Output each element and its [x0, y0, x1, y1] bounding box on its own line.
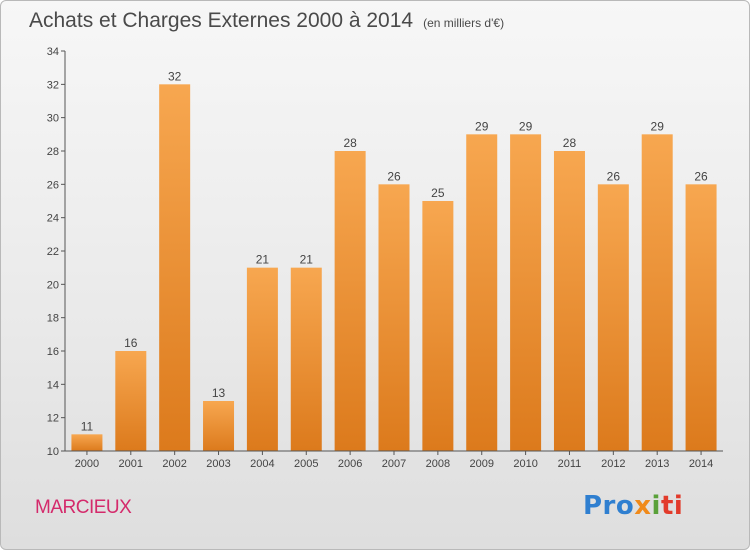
x-tick-label: 2014	[689, 458, 713, 470]
x-tick-label: 2007	[382, 458, 406, 470]
bar	[466, 134, 498, 452]
y-tick-label: 34	[47, 46, 59, 58]
y-tick-label: 12	[47, 413, 59, 425]
y-tick-label: 20	[47, 279, 59, 291]
data-label: 21	[256, 253, 270, 267]
bar	[203, 401, 235, 451]
x-tick-label: 2001	[119, 458, 143, 470]
bar	[334, 151, 366, 451]
data-label: 13	[212, 386, 226, 400]
data-label: 32	[168, 69, 182, 83]
axes-group: 10 12 14 16 18 20 22 24 26 28 30 32 34 2000 2001 2002 20…	[47, 46, 723, 470]
x-tick-label: 2011	[558, 458, 582, 470]
data-label: 29	[651, 119, 665, 133]
y-tick-label: 30	[47, 113, 59, 125]
y-tick-label: 32	[47, 79, 59, 91]
x-tick-label: 2010	[513, 458, 537, 470]
y-tick-label: 24	[47, 213, 59, 225]
bar	[159, 84, 191, 451]
bar	[553, 151, 585, 451]
data-label: 26	[694, 169, 708, 183]
x-tick-label: 2003	[206, 458, 230, 470]
data-label: 26	[387, 169, 401, 183]
bar	[510, 134, 542, 452]
data-label: 29	[475, 119, 489, 133]
data-label: 16	[124, 336, 138, 350]
chart-title-text: Achats et Charges Externes 2000 à 2014	[29, 9, 414, 32]
data-label: 28	[563, 136, 577, 150]
data-label: 11	[81, 419, 94, 433]
bar	[641, 134, 673, 452]
x-tick-label: 2012	[601, 458, 625, 470]
chart-subtitle: (en milliers d'€)	[423, 16, 505, 30]
x-tick-label: 2004	[250, 458, 274, 470]
x-tick-label: 2008	[426, 458, 450, 470]
bar	[378, 184, 410, 452]
y-tick-label: 22	[47, 246, 59, 258]
logo-part-1: Pro	[583, 491, 635, 521]
x-tick-label: 2000	[75, 458, 99, 470]
y-tick-label: 26	[47, 179, 59, 191]
bar	[246, 267, 278, 451]
bar	[115, 351, 147, 451]
data-label: 26	[607, 169, 621, 183]
x-tick-label: 2009	[469, 458, 493, 470]
x-tick-label: 2002	[162, 458, 186, 470]
bar	[422, 201, 454, 451]
data-label: 28	[343, 136, 357, 150]
y-tick-label: 28	[47, 146, 59, 158]
y-tick-label: 18	[47, 313, 59, 325]
logo-part-2: x	[634, 491, 652, 521]
x-tick-label: 2013	[645, 458, 669, 470]
bars-group: 11 16 32 13 21 21 28 26 25 29 29 28 26 29 26	[71, 69, 717, 452]
data-label: 25	[431, 186, 445, 200]
bar	[71, 434, 103, 451]
logo-part-3: i	[651, 491, 661, 521]
logo-part-4: ti	[660, 491, 684, 521]
proxiti-logo: Proxiti	[583, 491, 683, 521]
y-tick-label: 14	[47, 379, 59, 391]
y-tick-label: 16	[47, 346, 59, 358]
y-tick-label: 10	[47, 446, 59, 458]
bar	[597, 184, 629, 452]
chart-title: Achats et Charges Externes 2000 à 2014 (e…	[29, 9, 504, 33]
commune-name: MARCIEUX	[35, 497, 132, 518]
x-tick-label: 2006	[338, 458, 362, 470]
data-label: 21	[300, 253, 314, 267]
bar	[685, 184, 717, 452]
x-tick-label: 2005	[294, 458, 318, 470]
data-label: 29	[519, 119, 533, 133]
bar	[290, 267, 322, 451]
